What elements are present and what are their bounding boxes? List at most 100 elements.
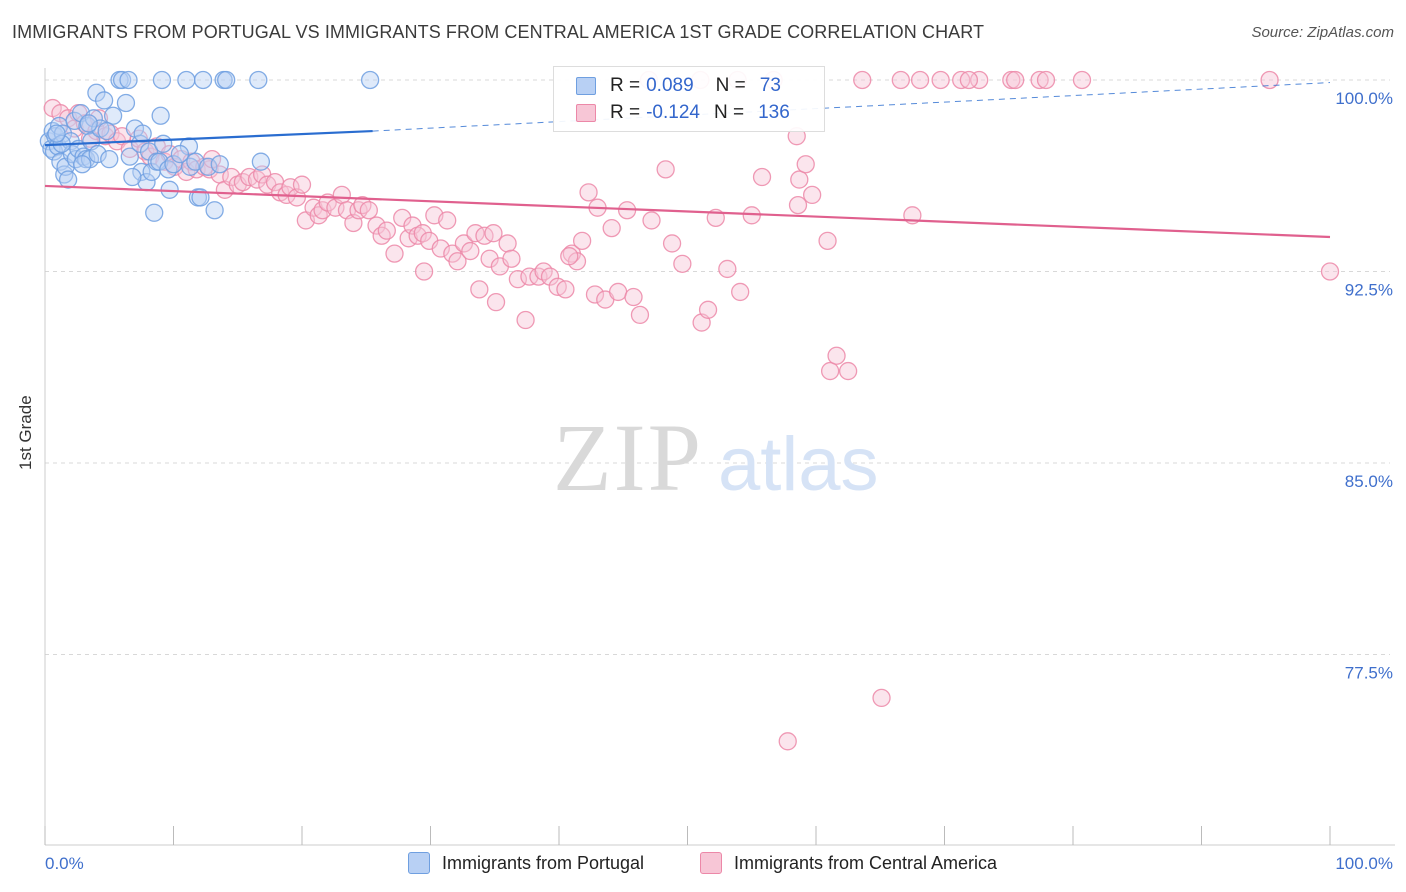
- data-point: [116, 93, 136, 113]
- y-tick-label: 100.0%: [1335, 89, 1393, 108]
- data-point: [838, 361, 858, 381]
- axes: [44, 68, 1395, 846]
- watermark-atlas: atlas: [718, 422, 879, 507]
- data-point: [498, 234, 517, 253]
- data-point: [372, 226, 391, 245]
- legend-r-value: -0.124: [646, 102, 700, 123]
- data-point: [217, 70, 236, 90]
- data-point: [461, 241, 480, 261]
- data-point: [853, 70, 872, 90]
- data-point: [560, 247, 579, 266]
- data-point: [152, 70, 172, 90]
- legend-n-label: N =: [715, 75, 746, 96]
- legend-label: Immigrants from Portugal: [442, 852, 645, 873]
- data-point: [480, 249, 499, 268]
- data-point: [414, 262, 434, 281]
- data-point: [87, 83, 106, 102]
- data-point: [359, 201, 378, 220]
- legend-row-central-america: R = -0.124 N = 136: [576, 100, 790, 126]
- legend-item-central-america[interactable]: Immigrants from Central America: [700, 852, 997, 874]
- y-tick-label: 77.5%: [1345, 664, 1393, 683]
- legend-swatch-blue: [408, 852, 430, 874]
- legend-swatch-pink: [700, 852, 722, 874]
- data-point: [58, 170, 78, 189]
- data-point: [556, 280, 575, 299]
- legend-label: Immigrants from Central America: [734, 852, 998, 873]
- data-point: [952, 70, 971, 90]
- data-point: [731, 282, 750, 302]
- data-point: [251, 152, 271, 171]
- data-point: [79, 114, 98, 133]
- data-point: [360, 70, 380, 90]
- data-point: [88, 144, 107, 164]
- data-point: [97, 121, 116, 141]
- data-point: [431, 239, 450, 258]
- trend-line: [44, 129, 373, 147]
- source-label: Source: ZipAtlas.com: [1251, 24, 1394, 41]
- data-point: [585, 285, 605, 304]
- data-point: [931, 70, 950, 90]
- data-point: [332, 185, 351, 205]
- watermark: ZIP atlas: [553, 404, 879, 511]
- data-point: [673, 254, 692, 273]
- data-point: [484, 224, 503, 243]
- data-point: [132, 162, 151, 182]
- data-point: [752, 167, 772, 187]
- data-point: [1030, 70, 1049, 90]
- data-point: [718, 259, 737, 279]
- data-point: [210, 155, 229, 174]
- data-point: [630, 305, 650, 325]
- data-point: [642, 211, 661, 230]
- watermark-zip: ZIP: [553, 404, 703, 511]
- legend-row-portugal: R = 0.089 N = 73: [576, 73, 781, 99]
- data-point: [778, 732, 797, 751]
- data-point: [790, 170, 809, 189]
- y-tick-label: 85.0%: [1345, 472, 1393, 491]
- data-point: [100, 150, 119, 169]
- data-point: [199, 157, 218, 176]
- data-point: [181, 157, 200, 176]
- data-point: [1320, 262, 1340, 281]
- data-point: [788, 195, 808, 215]
- data-point: [470, 280, 489, 299]
- data-point: [572, 231, 592, 251]
- x-tick-label: 0.0%: [45, 854, 84, 873]
- data-point: [698, 300, 718, 319]
- series-portugal-points: [39, 70, 380, 222]
- tick-labels: 100.0% 92.5% 85.0% 77.5% 0.0% 100.0%: [45, 89, 1393, 873]
- legend-r-label: R =: [610, 75, 641, 96]
- chart-title: IMMIGRANTS FROM PORTUGAL VS IMMIGRANTS F…: [12, 22, 985, 42]
- data-point: [448, 252, 467, 271]
- data-point: [1260, 70, 1279, 90]
- data-point: [154, 134, 173, 153]
- data-point: [193, 70, 213, 90]
- legend-n-value: 73: [759, 75, 781, 96]
- legend-item-portugal[interactable]: Immigrants from Portugal: [408, 852, 644, 874]
- data-point: [602, 218, 621, 238]
- data-point: [872, 688, 891, 708]
- x-tick-label: 100.0%: [1335, 854, 1393, 873]
- data-point: [123, 167, 142, 187]
- legend-n-label: N =: [713, 102, 745, 123]
- data-point: [970, 70, 989, 90]
- data-point: [120, 147, 139, 166]
- data-point: [393, 208, 412, 228]
- data-point: [112, 70, 132, 90]
- data-point: [249, 70, 268, 90]
- data-point: [796, 155, 815, 174]
- data-point: [820, 361, 840, 381]
- data-point: [827, 346, 846, 365]
- data-point: [177, 70, 196, 90]
- data-point: [145, 203, 164, 222]
- series-central-america-points: [43, 70, 1340, 751]
- data-point: [891, 70, 910, 90]
- data-point: [438, 211, 457, 230]
- data-point: [910, 70, 930, 90]
- legend-r-label: R =: [610, 102, 641, 123]
- data-point: [662, 234, 682, 253]
- data-point: [508, 270, 528, 289]
- data-point: [47, 124, 66, 143]
- data-point: [385, 244, 404, 263]
- data-point: [151, 106, 170, 125]
